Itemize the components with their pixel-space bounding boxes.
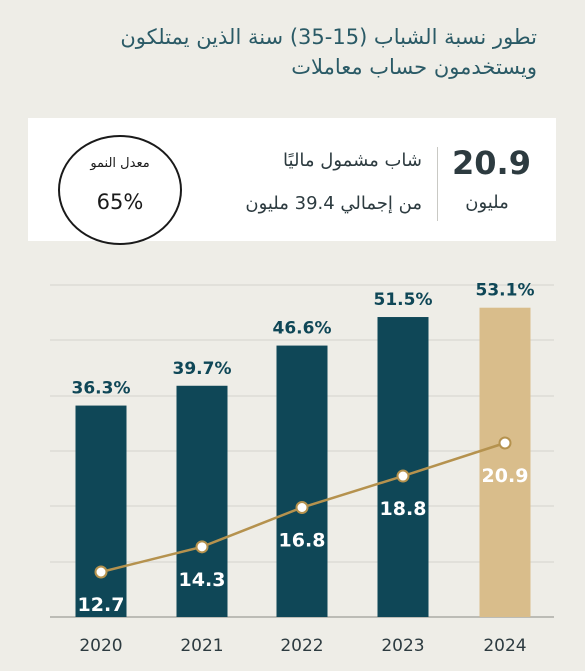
line-point <box>396 469 410 483</box>
x-tick-label: 2024 <box>483 636 526 656</box>
bar-2022 <box>276 345 328 617</box>
line-point <box>195 540 209 554</box>
x-tick-label: 2021 <box>180 636 223 656</box>
growth-rate-value: 65% <box>96 190 144 214</box>
bar-2021 <box>176 385 228 617</box>
chart-title-line1: تطور نسبة الشباب (15-35) سنة الذين يمتلك… <box>120 25 537 49</box>
chart-title-line2: ويستخدمون حساب معاملات <box>291 55 537 79</box>
bar-value-label: 46.6% <box>273 319 332 339</box>
x-tick-label: 2023 <box>381 636 424 656</box>
chart-bars <box>75 307 531 617</box>
bar-value-label: 51.5% <box>374 290 433 310</box>
growth-rate-label: معدل النمو <box>90 156 150 171</box>
chart-line <box>94 436 512 579</box>
line-point <box>94 565 108 579</box>
bar-value-label: 39.7% <box>173 359 232 379</box>
stat-card-line2: من إجمالي 39.4 مليون <box>245 193 422 214</box>
chart-title: تطور نسبة الشباب (15-35) سنة الذين يمتلك… <box>37 22 537 82</box>
line-value-label: 18.8 <box>380 498 427 520</box>
bar-value-label: 53.1% <box>476 281 535 301</box>
bar-2024 <box>479 307 531 617</box>
line-value-label: 12.7 <box>78 594 125 616</box>
line-point <box>295 501 309 514</box>
stat-card-divider <box>437 147 438 221</box>
x-tick-label: 2022 <box>280 636 323 656</box>
bar-2020 <box>75 405 127 617</box>
stat-card-line1: شاب مشمول ماليًا <box>283 150 422 171</box>
stat-card-value: 20.9 <box>452 144 531 182</box>
bar-2023 <box>377 317 429 617</box>
line-value-label: 16.8 <box>279 530 326 552</box>
x-tick-label: 2020 <box>79 636 122 656</box>
line-value-label: 20.9 <box>482 465 529 487</box>
line-value-label: 14.3 <box>179 569 226 591</box>
bar-value-label: 36.3% <box>72 379 131 399</box>
growth-rate-circle <box>58 135 182 245</box>
chart-labels: 36.3% 2020 39.7% 2021 46.6% 2022 51.5% 2023 53.1… <box>72 281 535 656</box>
line-point <box>498 436 512 450</box>
stat-card-unit: مليون <box>465 192 509 213</box>
